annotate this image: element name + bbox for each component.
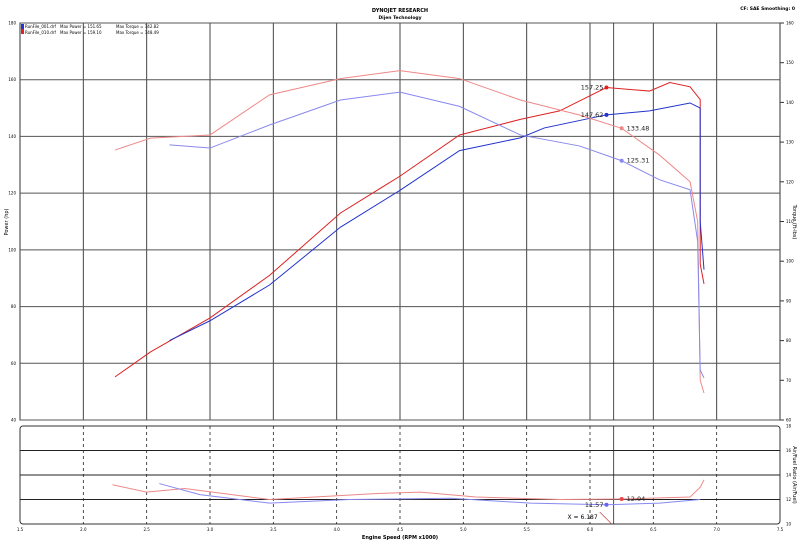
y2-tick-label: 110: [786, 219, 794, 224]
series-power-line: [114, 82, 705, 378]
x-tick-label: 1.5: [17, 527, 24, 532]
x-tick-label: 7.0: [713, 527, 720, 532]
x-tick-label: 6.0: [587, 527, 594, 532]
value-annotation-marker: [604, 85, 609, 90]
y2-tick-label: 90: [786, 298, 792, 303]
afr-series-line: [159, 483, 701, 506]
y-tick-label: 160: [8, 77, 16, 82]
afr-annotation-label: 11.57: [585, 501, 604, 509]
x-tick-label: 2.5: [143, 527, 150, 532]
y-tick-label: 40: [11, 418, 17, 423]
y2-tick-label: 140: [786, 100, 794, 105]
x-tick-label: 3.5: [270, 527, 277, 532]
y2-tick-label: 160: [786, 21, 794, 26]
y2-tick-label: 80: [786, 338, 792, 343]
y2-tick-label: 130: [786, 140, 794, 145]
value-annotation-label: 125.31: [627, 157, 650, 165]
x-tick-label: 4.5: [397, 527, 404, 532]
afr-tick-label: 10: [786, 522, 792, 527]
y2-axis-label: Torque (ft-lbs): [791, 204, 797, 240]
value-annotation-marker: [619, 126, 624, 131]
legend-swatch-run2: [21, 29, 24, 34]
y-tick-label: 180: [8, 21, 16, 26]
x-axis-label: Engine Speed (RPM x1000): [362, 535, 438, 541]
legend-torque-run2: Max Torque = 148.49: [116, 30, 159, 35]
x-tick-label: 2.0: [80, 527, 87, 532]
legend-torque-run1: Max Torque = 142.82: [116, 24, 159, 29]
value-annotation-marker: [604, 112, 609, 117]
afr-tick-label: 14: [786, 473, 792, 478]
afr-annotation-label: 12.04: [627, 495, 646, 503]
y2-tick-label: 60: [786, 418, 792, 423]
legend-file-run2: RunFile_010.drf: [25, 30, 56, 35]
afr-axis-label: Air/Fuel Ratio (Air/Fuel): [791, 446, 797, 504]
x-tick-label: 3.0: [207, 527, 214, 532]
y2-tick-label: 100: [786, 259, 794, 264]
series-power-line: [169, 102, 705, 342]
afr-tick-label: 16: [786, 448, 792, 453]
series-torque-line: [114, 70, 705, 394]
afr-annotation-marker: [619, 497, 624, 502]
y2-tick-label: 120: [786, 179, 794, 184]
legend: RunFile_001.drf Max Power = 151.65 Max T…: [21, 24, 159, 35]
y2-tick-label: 70: [786, 378, 792, 383]
y-tick-label: 120: [8, 191, 16, 196]
afr-tick-label: 18: [786, 424, 792, 429]
value-annotation-label: 147.62: [581, 111, 604, 119]
chart-subtitle: Dijen Technology: [378, 15, 421, 21]
x-tick-label: 5.5: [523, 527, 530, 532]
legend-power-run1: Max Power = 151.65: [60, 24, 102, 29]
y-tick-label: 80: [11, 304, 17, 309]
series-torque-line: [169, 91, 705, 379]
y-axis-label: Power (hp): [4, 208, 10, 235]
x-tick-label: 4.0: [333, 527, 340, 532]
value-annotation-label: 133.48: [627, 124, 650, 132]
x-tick-label: 6.5: [650, 527, 657, 532]
cursor-pointer: [599, 511, 612, 525]
afr-tick-label: 12: [786, 497, 792, 502]
legend-swatch-run1: [21, 24, 24, 29]
value-annotation-marker: [619, 158, 624, 163]
x-tick-label: 7.5: [777, 527, 784, 532]
x-tick-label: 5.0: [460, 527, 467, 532]
y2-tick-label: 150: [786, 60, 794, 65]
legend-file-run1: RunFile_001.drf: [25, 24, 56, 29]
y-tick-label: 140: [8, 134, 16, 139]
settings-label: CF: SAE Smoothing: 0: [740, 6, 795, 12]
afr-series-line: [112, 479, 705, 501]
value-annotation-label: 157.25: [581, 84, 604, 92]
y-tick-label: 60: [11, 361, 17, 366]
legend-power-run2: Max Power = 159.10: [60, 30, 102, 35]
cursor-label: X = 6.187: [568, 514, 598, 521]
chart-title: DYNOJET RESEARCH: [372, 8, 428, 14]
y-tick-label: 100: [8, 247, 16, 252]
afr-annotation-marker: [604, 502, 609, 507]
